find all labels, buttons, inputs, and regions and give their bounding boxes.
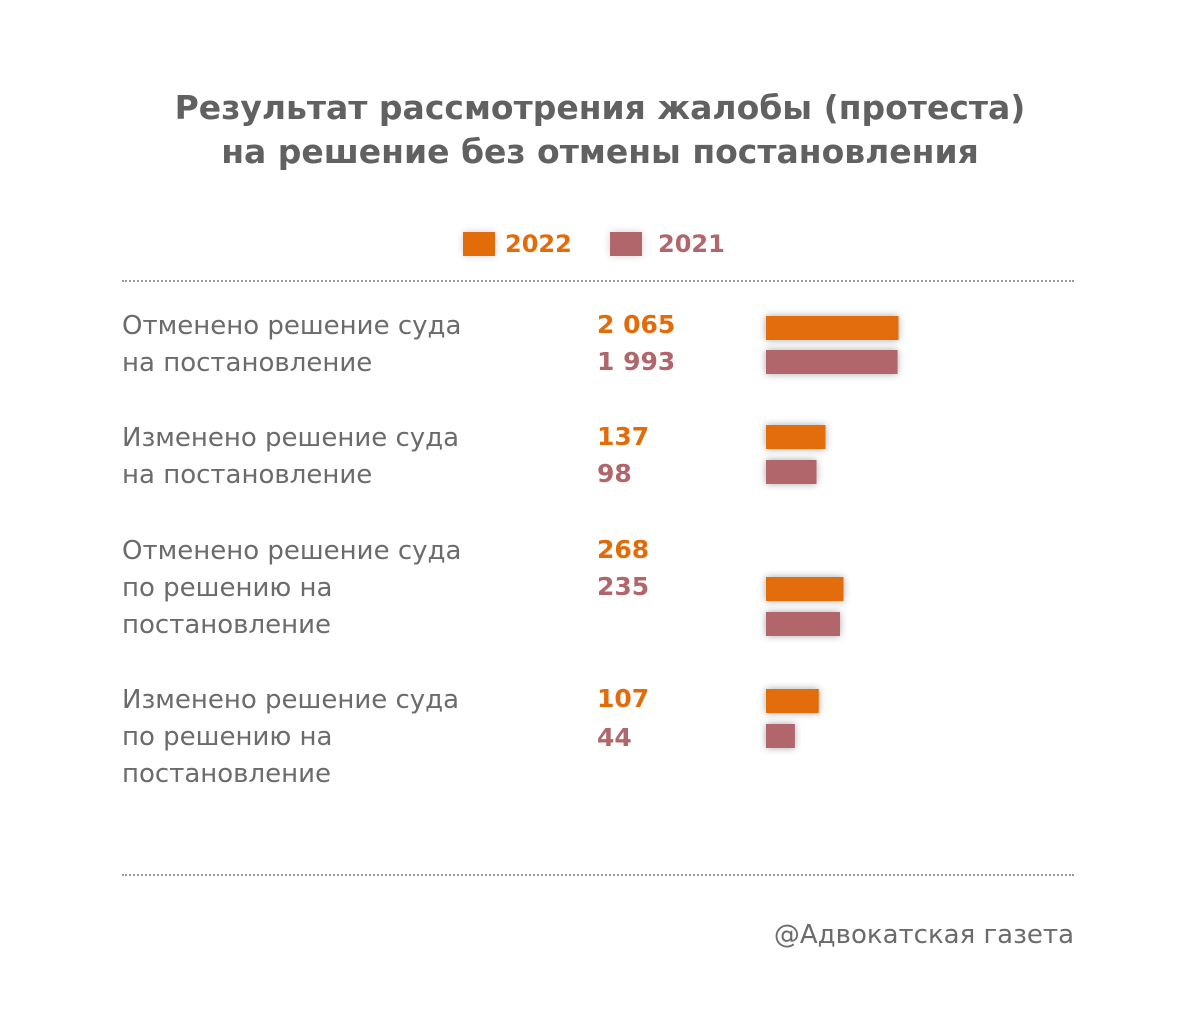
bar-2021-row-4 — [766, 724, 795, 748]
row-label-3: Отменено решение суда по решению на пост… — [122, 533, 562, 644]
bar-2021-row-2 — [766, 460, 817, 484]
bar-2022-row-4 — [766, 689, 819, 713]
row-label-1: Отменено решение суда на постановление — [122, 308, 562, 382]
chart-title-line-1: Результат рассмотрения жалобы (протеста) — [174, 88, 1026, 127]
row-label-2-line-2: на постановление — [122, 460, 373, 490]
row-label-3-line-3: постановление — [122, 610, 332, 640]
row-label-1-line-1: Отменено решение суда — [122, 311, 462, 341]
legend-label-2022: 2022 — [505, 230, 572, 258]
bar-2022-row-3 — [766, 577, 844, 601]
row-label-4-line-3: постановление — [122, 759, 332, 789]
value-label-3-2022: 268 — [597, 535, 650, 564]
bar-2021-row-1 — [766, 350, 898, 374]
legend-swatch-2021 — [610, 232, 642, 256]
value-label-1-2021: 1 993 — [597, 347, 676, 376]
bar-2021-row-3 — [766, 612, 840, 636]
row-label-1-line-2: на постановление — [122, 348, 373, 378]
row-label-3-line-1: Отменено решение суда — [122, 536, 462, 566]
value-label-4-2021: 44 — [597, 723, 632, 752]
row-label-4: Изменено решение суда по решению на пост… — [122, 682, 562, 793]
bar-2022-row-2 — [766, 425, 826, 449]
row-label-2: Изменено решение суда на постановление — [122, 420, 562, 494]
legend-item-2022: 2022 — [463, 228, 572, 260]
source-credit: @Адвокатская газета — [773, 920, 1074, 950]
legend-swatch-2022 — [463, 232, 495, 256]
bar-group — [766, 316, 899, 748]
chart-title-line-2: на решение без отмены постановления — [221, 132, 979, 171]
top-divider — [122, 280, 1074, 282]
bar-2022-row-1 — [766, 316, 899, 340]
row-label-2-line-1: Изменено решение суда — [122, 423, 460, 453]
legend-item-2021: 2021 — [610, 228, 725, 260]
value-label-4-2022: 107 — [597, 684, 650, 713]
row-label-4-line-1: Изменено решение суда — [122, 685, 460, 715]
value-label-2-2022: 137 — [597, 422, 650, 451]
chart-title: Результат рассмотрения жалобы (протеста)… — [0, 86, 1200, 174]
legend-label-2021: 2021 — [658, 230, 725, 258]
value-label-2-2021: 98 — [597, 459, 632, 488]
value-label-3-2021: 235 — [597, 572, 650, 601]
row-label-4-line-2: по решению на — [122, 722, 333, 752]
bottom-divider — [122, 874, 1074, 876]
row-label-3-line-2: по решению на — [122, 573, 333, 603]
value-label-1-2022: 2 065 — [597, 310, 676, 339]
